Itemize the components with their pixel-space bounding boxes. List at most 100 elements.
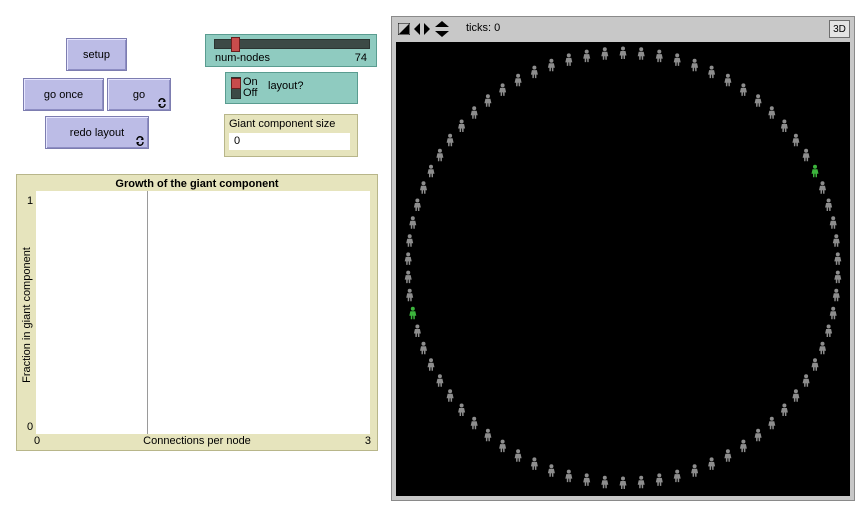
setup-button[interactable]: setup xyxy=(66,38,127,71)
turtle-person-icon xyxy=(427,358,435,371)
plot-xlabel: Connections per node xyxy=(143,435,251,447)
resize-icon[interactable] xyxy=(398,23,410,35)
switch-toggle[interactable] xyxy=(231,77,241,99)
slider-track[interactable] xyxy=(214,37,370,52)
turtle-person-icon xyxy=(739,83,747,96)
turtle-person-icon xyxy=(458,403,466,416)
turtle-person-icon xyxy=(754,94,762,107)
vertical-arrows-icon[interactable] xyxy=(435,21,449,37)
turtle-person-icon xyxy=(829,306,837,320)
view-toolbar: ticks: 0 3D xyxy=(392,17,854,41)
switch-on-label: On xyxy=(243,76,258,88)
turtle-person-icon xyxy=(446,133,454,147)
redo-layout-button[interactable]: redo layout xyxy=(45,116,149,149)
turtle-person-icon xyxy=(406,234,414,247)
plot-xmin: 0 xyxy=(34,435,41,447)
turtle-person-icon xyxy=(583,49,591,63)
monitor-value-box: 0 xyxy=(229,133,350,150)
slider-value: 74 xyxy=(354,52,367,64)
turtle-person-icon xyxy=(583,473,591,486)
turtle-person-icon xyxy=(446,389,454,402)
horizontal-arrows-icon[interactable] xyxy=(414,23,430,35)
redo-layout-button-label: redo layout xyxy=(69,126,125,139)
turtle-person-icon xyxy=(547,58,555,72)
ticks-label: ticks: 0 xyxy=(466,22,501,34)
turtle-person-icon xyxy=(547,464,555,477)
plot-xmax: 3 xyxy=(364,435,371,447)
switch-label: layout? xyxy=(268,80,304,92)
3d-button[interactable]: 3D xyxy=(829,20,850,38)
turtle-person-icon xyxy=(420,341,427,355)
turtle-person-icon xyxy=(780,119,788,132)
turtle-person-icon xyxy=(637,47,645,60)
turtle-person-icon xyxy=(470,106,478,119)
turtle-person-icon xyxy=(637,475,645,489)
switch-knob xyxy=(231,78,241,89)
turtle-person-icon xyxy=(436,148,444,162)
turtle-person-icon xyxy=(427,164,435,178)
plot-ymin: 0 xyxy=(27,421,34,433)
turtle-person-icon xyxy=(819,181,826,194)
turtle-person-icon xyxy=(829,216,837,229)
turtle-person-icon xyxy=(673,53,681,66)
turtle-person-icon xyxy=(619,46,627,59)
turtle-person-icon xyxy=(834,252,842,265)
plot-ymax: 1 xyxy=(27,195,34,207)
turtle-person-icon xyxy=(691,58,699,72)
turtle-person-icon xyxy=(565,469,573,483)
plot-area xyxy=(36,191,370,434)
turtle-person-icon xyxy=(673,469,681,483)
turtle-person-icon xyxy=(404,270,412,284)
turtle-person-icon xyxy=(825,198,833,211)
plot-title: Growth of the giant component xyxy=(115,178,279,190)
turtle-person-icon xyxy=(768,416,776,430)
turtle-person-icon xyxy=(499,83,507,96)
go-button-label: go xyxy=(132,88,146,101)
turtle-person-icon xyxy=(691,464,699,477)
turtle-person-icon xyxy=(724,73,732,87)
monitor-label: Giant component size xyxy=(229,118,336,130)
turtle-person-icon xyxy=(601,475,609,489)
turtle-person-icon xyxy=(484,428,492,442)
slider-thumb[interactable] xyxy=(231,37,240,52)
turtle-person-icon xyxy=(619,476,627,489)
turtle-person-icon xyxy=(834,270,842,284)
turtle-person-icon xyxy=(724,449,732,462)
giant-component-monitor: Giant component size 0 xyxy=(224,114,358,157)
turtle-person-icon xyxy=(754,428,762,442)
world-canvas[interactable] xyxy=(396,42,850,496)
turtle-person-icon xyxy=(420,181,427,194)
go-button[interactable]: go xyxy=(107,78,171,111)
layout-switch[interactable]: On Off layout? xyxy=(225,72,358,104)
turtle-person-icon xyxy=(792,389,800,402)
turtle-person-icon xyxy=(530,65,538,79)
turtle-person-icon xyxy=(768,106,776,119)
turtle-person-icon xyxy=(413,198,421,211)
plot-zero-line xyxy=(147,191,148,434)
turtle-person-icon xyxy=(802,374,810,387)
turtle-person-icon xyxy=(409,216,417,229)
switch-off-label: Off xyxy=(243,87,258,99)
forever-icon xyxy=(158,98,166,108)
go-once-button[interactable]: go once xyxy=(23,78,104,111)
turtle-person-icon xyxy=(708,457,716,470)
turtle-person-icon xyxy=(413,324,421,337)
num-nodes-slider[interactable]: num-nodes 74 xyxy=(205,34,377,67)
turtle-person-icon xyxy=(811,164,819,178)
turtle-person-icon xyxy=(739,439,747,453)
turtle-person-icon xyxy=(825,324,833,337)
forever-icon xyxy=(136,136,144,146)
turtle-person-icon xyxy=(499,439,507,453)
turtle-person-icon xyxy=(406,288,414,302)
turtle-person-icon xyxy=(655,49,663,63)
turtle-person-icon xyxy=(832,288,840,302)
turtle-person-icon xyxy=(792,133,800,147)
world-view: ticks: 0 3D xyxy=(391,16,855,501)
turtle-person-icon xyxy=(458,119,466,132)
plot-ylabel: Fraction in giant component xyxy=(21,247,33,383)
turtle-person-icon xyxy=(484,94,492,107)
turtle-person-icon xyxy=(601,47,609,60)
turtle-person-icon xyxy=(530,457,538,470)
turtle-person-icon xyxy=(780,403,788,416)
go-once-button-label: go once xyxy=(43,88,84,101)
